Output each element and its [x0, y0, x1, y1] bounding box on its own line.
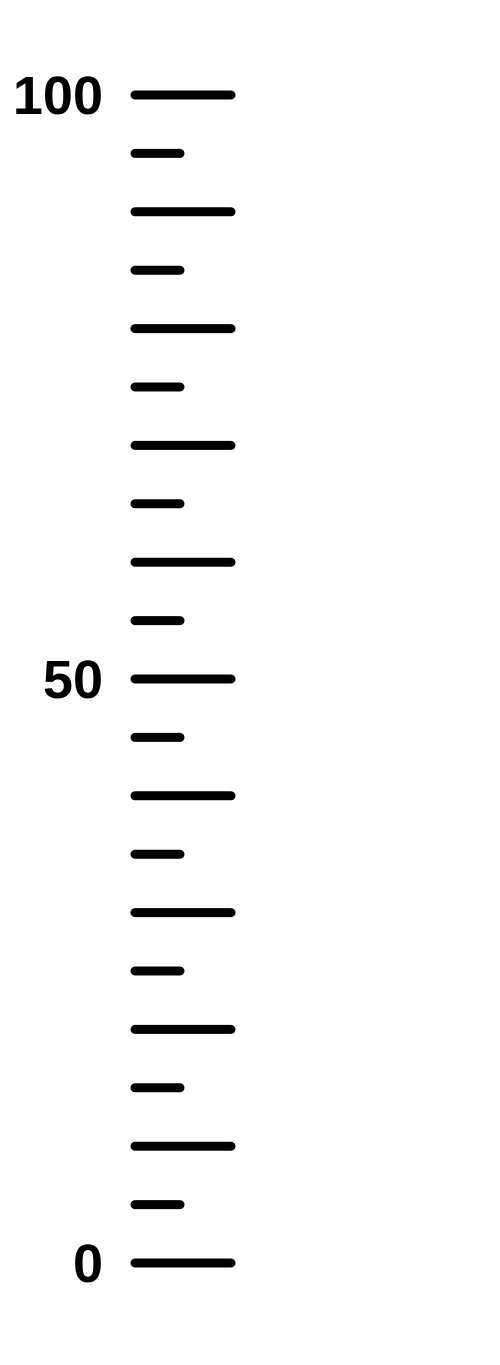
- scale-labels: 0 50 100: [13, 66, 103, 1294]
- scale-ticks: [130, 90, 236, 1268]
- tick-label-50: 50: [43, 650, 103, 710]
- tick-label-100: 100: [13, 66, 103, 126]
- tick-label-0: 0: [73, 1234, 103, 1294]
